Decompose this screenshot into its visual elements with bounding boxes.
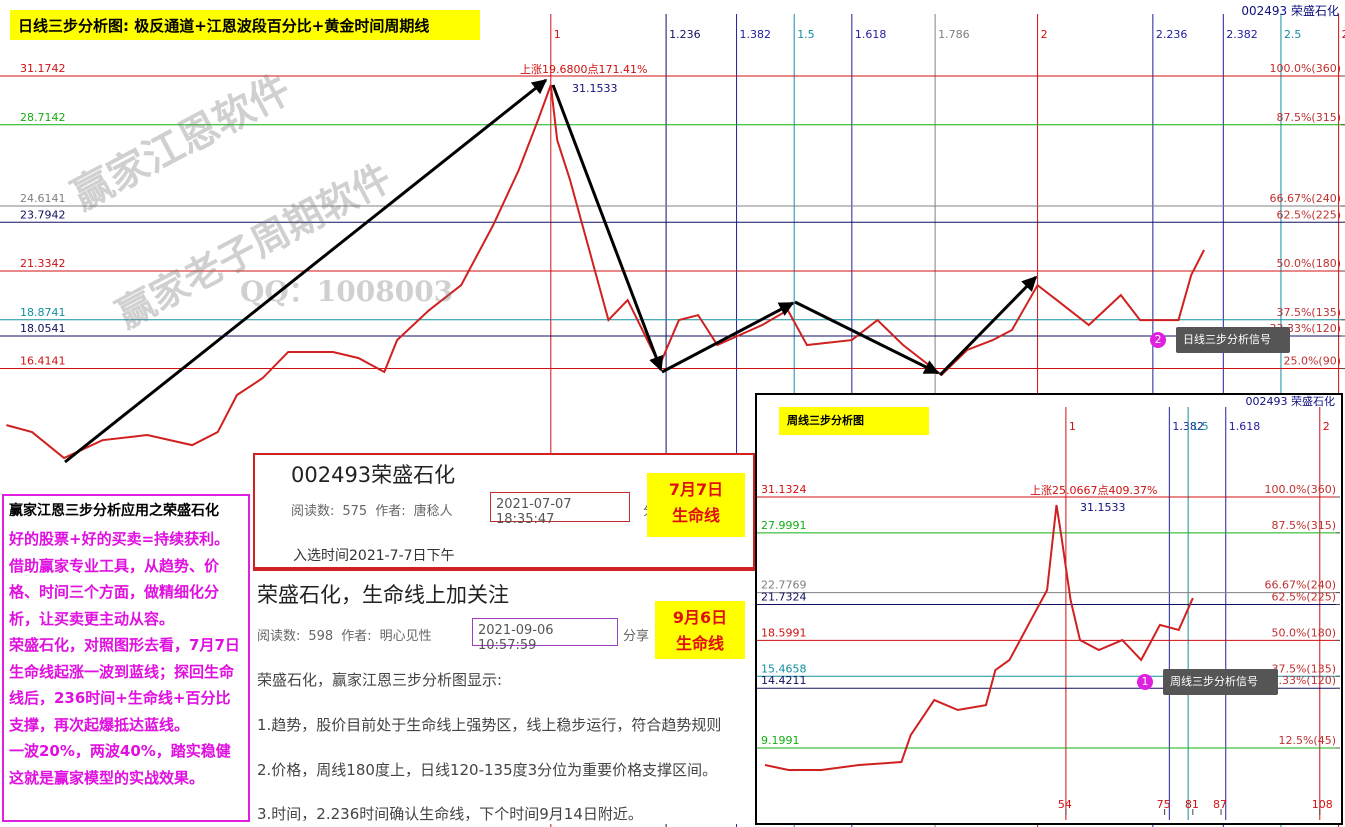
article: 002493荣盛石化 阅读数: 575 作者: 唐稔人 2021-07-07 18:3…: [253, 453, 755, 569]
time-label: 1.5: [797, 28, 815, 41]
time-label: 1: [554, 28, 561, 41]
x-tick-label: 87: [1213, 798, 1227, 811]
y-tick-label: 21.7324: [761, 591, 807, 604]
badge-text: 生命线: [675, 634, 724, 653]
y2-tick-label: 87.5%(315): [1276, 111, 1341, 124]
article: 荣盛石化，生命线上加关注 阅读数: 598 作者: 明心见性 2021-09-06 1…: [253, 568, 755, 824]
time-label: 1.618: [1229, 420, 1261, 433]
paragraph: 这就是赢家模型的实战效果。: [9, 768, 205, 787]
y2-tick-label: 33.33%(120): [1264, 674, 1336, 687]
share: 分享: [623, 629, 650, 644]
y2-tick-label: 87.5%(315): [1271, 519, 1336, 532]
badge: 7月7日生命线: [647, 473, 745, 537]
sidebar-text: 好的股票+好的买卖=持续获利。借助赢家专业工具，从趋势、价格、时间三个方面，做精…: [9, 526, 243, 791]
sidebar: 赢家江恩三步分析应用之荣盛石化 好的股票+好的买卖=持续获利。借助赢家专业工具，…: [2, 494, 250, 822]
y2-tick-label: 100.0%(360): [1264, 483, 1336, 496]
body-line: 1.趋势，股价目前处于生命线上强势区，线上稳步运行，符合趋势规则: [257, 716, 722, 734]
weekly-title: 周线三步分析图: [787, 413, 864, 427]
y-tick-label: 15.4658: [761, 662, 807, 675]
y2-tick-label: 37.5%(135): [1271, 662, 1336, 675]
y-tick-label: 31.1324: [761, 483, 807, 496]
reads-label: 阅读数:: [257, 629, 301, 644]
y2-tick-label: 66.67%(240): [1264, 579, 1336, 592]
paragraph: 荣盛石化，对照图形去看，7月7日生命线起涨一波到蓝线；探回生命线后，236时间+…: [9, 636, 240, 734]
body-line: 3.时间，2.236时间确认生命线，下个时间9月14日附近。: [257, 805, 643, 823]
y2-tick-label: 12.5%(45): [1278, 734, 1336, 747]
reads: 598: [308, 629, 334, 644]
y-tick-label: 23.7942: [20, 208, 66, 221]
meta: 阅读数: 598 作者: 明心见性: [257, 625, 440, 644]
title: 日线三步分析图: 极反通道+江恩波段百分比+黄金时间周期线: [10, 10, 480, 40]
author: 明心见性: [379, 629, 432, 644]
y-tick-label: 18.5991: [761, 626, 807, 639]
y-tick-label: 22.7769: [761, 579, 807, 592]
y2-tick-label: 50.0%(180): [1276, 257, 1341, 270]
y-tick-label: 31.1742: [20, 62, 66, 75]
watermark: QQ：1008003: [240, 275, 454, 308]
article-title: 002493荣盛石化: [291, 463, 456, 487]
reads: 575: [342, 504, 368, 519]
weekly-panel: [755, 393, 1343, 825]
y-tick-label: 16.4141: [20, 355, 66, 368]
badge-date: 7月7日: [668, 480, 724, 499]
badge-text: 生命线: [671, 506, 720, 525]
stock-label: 002493 荣盛石化: [1246, 395, 1336, 408]
y-tick-label: 9.1991: [761, 734, 800, 747]
article-title: 荣盛石化，生命线上加关注: [257, 583, 509, 607]
time-label: 2.382: [1226, 28, 1258, 41]
meta: 阅读数: 575 作者: 唐稔人: [291, 500, 461, 519]
stock-label: 002493 荣盛石化: [1241, 4, 1339, 18]
time-label: 1.236: [669, 28, 701, 41]
y2-tick-label: 37.5%(135): [1276, 306, 1341, 319]
y2-tick-label: 25.0%(90): [1283, 355, 1341, 368]
author: 唐稔人: [413, 504, 453, 519]
badge: 9月6日生命线: [655, 601, 745, 659]
y2-tick-label: 66.67%(240): [1269, 192, 1341, 205]
x-tick-label: 81: [1185, 798, 1199, 811]
time-label: 2: [1342, 28, 1345, 41]
time-label: 2.5: [1284, 28, 1302, 41]
y-tick-label: 14.4211: [761, 674, 807, 687]
price-line: [764, 504, 1194, 771]
time-label: 1.5: [1191, 420, 1209, 433]
note: 入选时间2021-7-7日下午: [293, 548, 455, 564]
sidebar-title: 赢家江恩三步分析应用之荣盛石化: [9, 503, 219, 519]
body-line: 荣盛石化，赢家江恩三步分析图显示:: [257, 671, 503, 689]
y-tick-label: 27.9991: [761, 519, 807, 532]
time-label: 1.618: [855, 28, 887, 41]
author-label: 作者:: [375, 504, 406, 519]
time: 2021-07-07 18:35:47: [490, 492, 630, 527]
y2-tick-label: 100.0%(360): [1269, 62, 1341, 75]
time-label: 1.786: [938, 28, 970, 41]
author-label: 作者:: [341, 629, 372, 644]
reads-label: 阅读数:: [291, 504, 335, 519]
time-label: 2: [1041, 28, 1048, 41]
y2-tick-label: 50.0%(180): [1271, 626, 1336, 639]
badge-date: 9月6日: [672, 608, 728, 627]
y2-tick-label: 62.5%(225): [1271, 591, 1336, 604]
time-label: 2.236: [1156, 28, 1188, 41]
y-tick-label: 28.7142: [20, 111, 66, 124]
x-tick-label: 75: [1157, 798, 1171, 811]
time: 2021-09-06 10:57:59: [472, 618, 618, 653]
paragraph: 一波20%，两波40%，踏实稳健: [9, 742, 231, 760]
time-label: 1.382: [740, 28, 772, 41]
time-label: 1: [1069, 420, 1076, 433]
x-tick-label: 108: [1312, 798, 1333, 811]
x-tick-label: 54: [1058, 798, 1072, 811]
y2-tick-label: 33.33%(120): [1269, 322, 1341, 335]
y2-tick-label: 62.5%(225): [1276, 208, 1341, 221]
y-tick-label: 18.0541: [20, 322, 66, 335]
y-tick-label: 18.8741: [20, 306, 66, 319]
time-label: 2: [1323, 420, 1330, 433]
y-tick-label: 21.3342: [20, 257, 66, 270]
weekly-title-box: [779, 407, 929, 435]
body-line: 2.价格，周线180度上，日线120-135度3分位为重要价格支撑区间。: [257, 761, 718, 779]
paragraph: 好的股票+好的买卖=持续获利。借助赢家专业工具，从趋势、价格、时间三个方面，做精…: [9, 530, 230, 628]
y-tick-label: 24.6141: [20, 192, 66, 205]
